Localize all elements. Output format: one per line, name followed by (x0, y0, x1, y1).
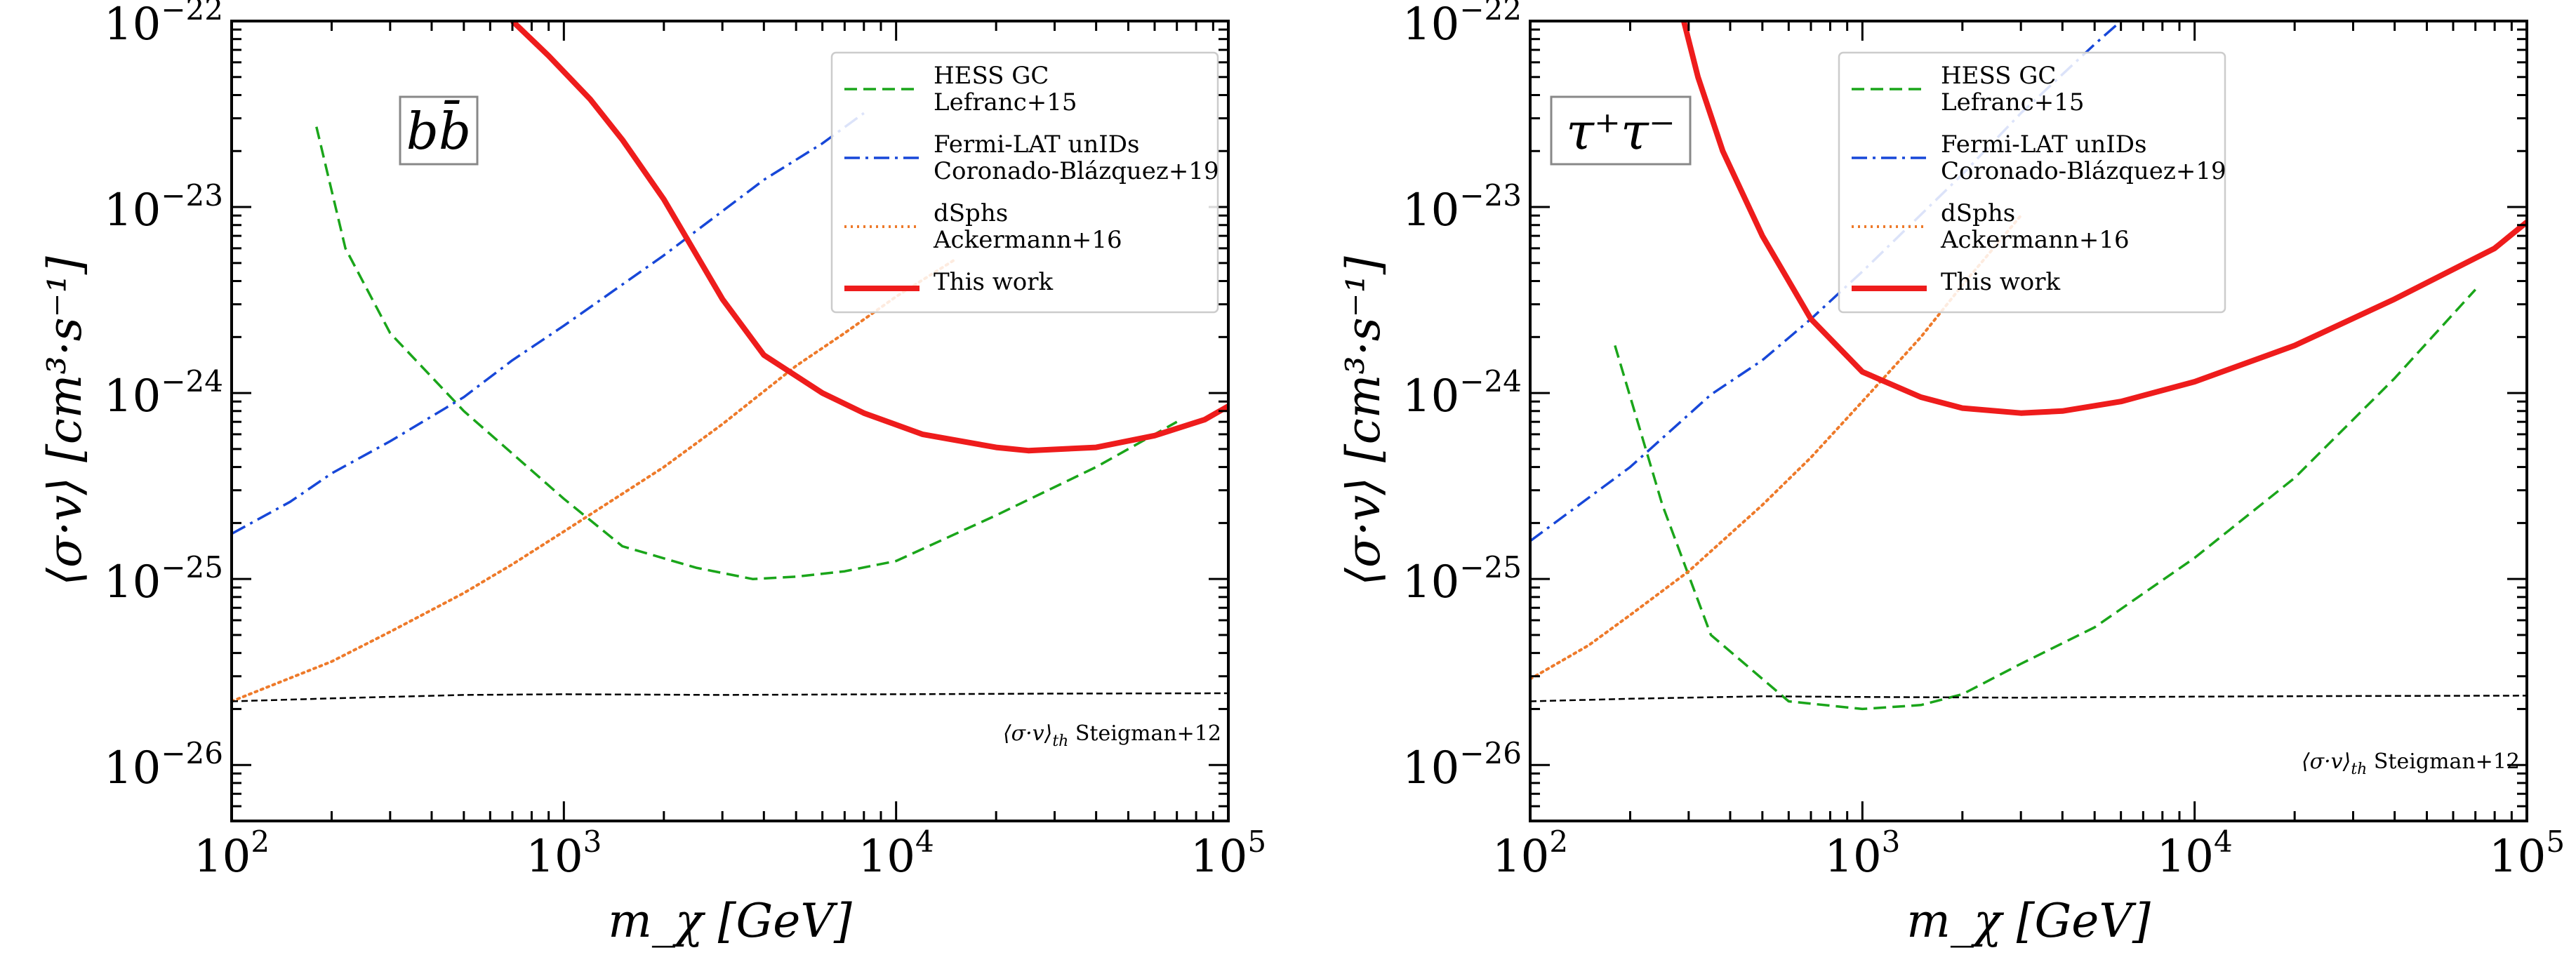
x-tick-label: 102 (194, 824, 270, 883)
y-tick-label: 10−24 (104, 364, 223, 422)
legend-box (1838, 51, 2226, 314)
channel-label: τ⁺τ⁻ (1566, 102, 1675, 161)
series-line-4 (232, 692, 1228, 702)
legend-label: This work (934, 268, 1054, 296)
legend-label: Fermi-LAT unIDs (1941, 131, 2146, 159)
legend-label: Lefranc+15 (1941, 88, 2085, 116)
y-axis-label: ⟨σ·v⟩ [cm³·s⁻¹] (1336, 256, 1390, 586)
series-line-3 (510, 21, 1228, 454)
threshold-annotation: ⟨σ·v⟩th Steigman+12 (2302, 749, 2520, 778)
channel-box (1550, 95, 1692, 166)
legend-label: This work (1941, 268, 2061, 296)
panel-tautau: 102 103 104 105 10−26 10−25 10−24 10−23 10−22 m_χ… (1336, 0, 2565, 948)
series-line-2 (232, 258, 956, 703)
legend-label: Fermi-LAT unIDs (934, 131, 1139, 159)
legend-label: dSphs (1941, 199, 2015, 227)
x-tick-label: 103 (526, 824, 602, 883)
y-tick-label: 10−22 (104, 0, 223, 51)
x-tick-label: 104 (2157, 824, 2233, 883)
plot-frame (1529, 20, 2528, 822)
y-tick-label: 10−25 (104, 550, 223, 608)
y-tick-label: 10−23 (104, 178, 223, 236)
x-tick-label: 105 (2489, 824, 2565, 883)
y-tick-label: 10−26 (1402, 736, 1522, 794)
series-line-1 (232, 112, 865, 535)
legend-label: Lefranc+15 (934, 88, 1077, 116)
y-tick-label: 10−23 (1402, 178, 1522, 236)
y-tick-label: 10−22 (1402, 0, 1522, 51)
panel-bb: 102 103 104 105 10−26 10−25 10−24 10−23 10−22 m_χ… (38, 0, 1266, 948)
series-line-3 (1681, 21, 2527, 416)
plot-frame (230, 20, 1230, 822)
y-tick-label: 10−26 (104, 736, 223, 794)
legend-label: HESS GC (934, 62, 1049, 90)
series-line-0 (1614, 288, 2476, 711)
y-tick-label: 10−25 (1402, 550, 1522, 608)
series-line-4 (1530, 695, 2527, 702)
legend-label: Coronado-Blázquez+19 (934, 157, 1219, 185)
x-axis-label: m_χ [GeV] (608, 894, 852, 948)
x-tick-label: 104 (858, 824, 934, 883)
legend-label: HESS GC (1941, 62, 2056, 90)
series-line-1 (1530, 21, 2122, 542)
channel-box (399, 95, 479, 166)
x-tick-label: 105 (1190, 824, 1266, 883)
y-axis-label: ⟨σ·v⟩ [cm³·s⁻¹] (38, 256, 92, 586)
x-tick-label: 103 (1824, 824, 1900, 883)
threshold-annotation: ⟨σ·v⟩th Steigman+12 (1003, 721, 1221, 750)
series-line-0 (315, 126, 1178, 580)
legend-label: dSphs (934, 199, 1008, 227)
y-tick-label: 10−24 (1402, 364, 1522, 422)
channel-label: bb̄ (406, 99, 471, 161)
legend-label: Coronado-Blázquez+19 (1941, 157, 2226, 185)
legend-label: Ackermann+16 (933, 226, 1122, 254)
x-tick-label: 102 (1492, 824, 1568, 883)
legend-box (830, 51, 1219, 314)
legend-label: Ackermann+16 (1940, 226, 2130, 254)
x-axis-label: m_χ [GeV] (1906, 894, 2151, 948)
